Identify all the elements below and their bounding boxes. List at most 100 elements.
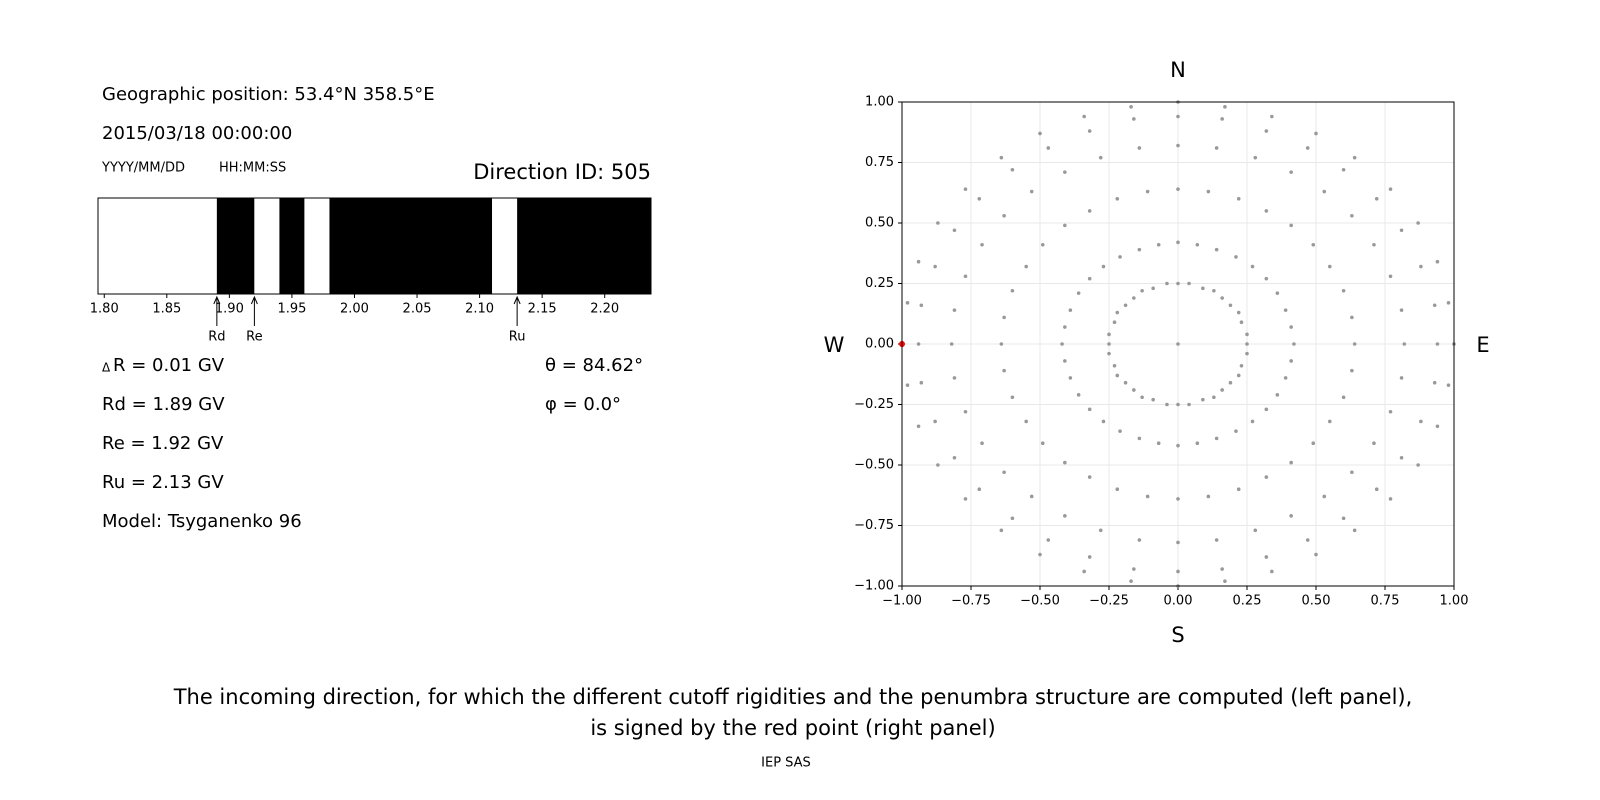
direction-point: [1201, 286, 1205, 291]
direction-point: [1264, 407, 1269, 412]
direction-point: [1082, 569, 1086, 574]
direction-point: [1341, 288, 1346, 293]
direction-point: [1010, 288, 1015, 293]
direction-point: [1322, 494, 1327, 499]
direction-point: [1314, 552, 1318, 557]
direction-point: [1115, 197, 1120, 201]
direction-point: [1350, 368, 1354, 373]
direction-point: [1132, 296, 1136, 300]
direction-point: [916, 424, 921, 429]
direction-point: [949, 342, 954, 346]
direction-point: [1289, 325, 1293, 329]
rd: Rd = 1.89 GV: [102, 394, 225, 415]
direction-point: [1140, 395, 1144, 400]
direction-point: [1283, 308, 1288, 312]
x-tick-label: −1.00: [882, 594, 922, 609]
direction-point: [1206, 494, 1211, 499]
ru: Ru = 2.13 GV: [102, 472, 224, 493]
direction-point: [1264, 555, 1269, 559]
marker-label: Ru: [509, 330, 526, 345]
direction-point: [1087, 209, 1092, 213]
direction-point: [1275, 393, 1280, 397]
direction-point: [1214, 247, 1219, 252]
position: Geographic position: 53.4°N 358.5°E: [102, 84, 435, 105]
x-tick-label: 1.85: [152, 302, 181, 317]
direction-point: [1176, 443, 1180, 448]
direction-point: [963, 274, 968, 279]
direction-point: [963, 497, 968, 501]
direction-point: [1399, 308, 1404, 312]
direction-point: [1063, 325, 1067, 329]
delta-r: R = 0.01 GV: [113, 355, 225, 376]
direction-point: [1388, 409, 1393, 414]
direction-point: [905, 301, 910, 305]
direction-point: [1063, 170, 1067, 174]
direction-point: [1253, 155, 1258, 160]
direction-point: [1156, 441, 1161, 446]
direction-point: [1289, 170, 1293, 174]
direction-point: [916, 259, 921, 264]
compass-south: S: [1171, 623, 1184, 647]
direction-point: [1002, 368, 1006, 373]
direction-point: [1040, 441, 1045, 446]
direction-point: [1145, 494, 1150, 499]
direction-point: [1107, 342, 1111, 346]
direction-point: [1002, 315, 1006, 320]
direction-point: [1176, 540, 1180, 545]
direction-point: [1087, 129, 1092, 133]
direction-point: [1289, 514, 1293, 518]
direction-point: [1352, 155, 1357, 160]
direction-point: [1024, 419, 1028, 424]
direction-point: [1228, 303, 1233, 308]
direction-point: [1137, 436, 1142, 441]
penumbra-band: [304, 198, 330, 294]
direction-point: [1063, 514, 1067, 518]
direction-point: [1416, 221, 1420, 225]
credit: IEP SAS: [761, 756, 811, 771]
direction-point: [1038, 552, 1042, 557]
direction-point: [963, 409, 968, 414]
marker-arrow: [513, 295, 521, 326]
direction-point: [1228, 380, 1233, 385]
direction-point: [1115, 310, 1120, 315]
direction-point: [1374, 487, 1379, 492]
direction-point: [1239, 363, 1244, 368]
direction-point: [1132, 388, 1136, 392]
direction-point: [1129, 105, 1133, 109]
direction-point: [1176, 240, 1180, 245]
direction-point: [1098, 528, 1103, 533]
y-tick-label: −0.50: [854, 458, 894, 473]
x-tick-label: 1.80: [90, 302, 119, 317]
direction-point: [1115, 487, 1120, 492]
direction-point: [905, 383, 910, 387]
direction-point: [1236, 487, 1241, 492]
direction-point: [980, 242, 984, 247]
marker-label: Re: [246, 330, 262, 345]
direction-point: [1220, 117, 1224, 121]
direction-point: [1402, 342, 1407, 346]
direction-point: [1311, 242, 1316, 247]
direction-point: [1206, 189, 1211, 194]
direction-point: [1264, 209, 1269, 213]
direction-point: [999, 528, 1004, 533]
direction-point: [1151, 286, 1155, 291]
direction-point: [1352, 342, 1357, 346]
compass-north: N: [1170, 58, 1186, 82]
direction-point: [1234, 255, 1238, 259]
direction-point: [1087, 407, 1092, 412]
direction-point: [980, 441, 984, 446]
direction-point: [1040, 242, 1045, 247]
direction-point: [1214, 146, 1219, 150]
x-tick-label: 2.00: [340, 302, 369, 317]
direction-point: [1137, 146, 1142, 150]
y-tick-label: 0.00: [865, 337, 894, 352]
direction-point: [1341, 167, 1346, 172]
direction-point: [1010, 395, 1015, 400]
direction-point: [1137, 538, 1142, 542]
x-tick-label: 0.25: [1233, 594, 1262, 609]
direction-point: [1212, 288, 1216, 293]
direction-point: [1195, 441, 1200, 446]
direction-point: [1446, 383, 1451, 387]
direction-point: [1432, 303, 1437, 308]
